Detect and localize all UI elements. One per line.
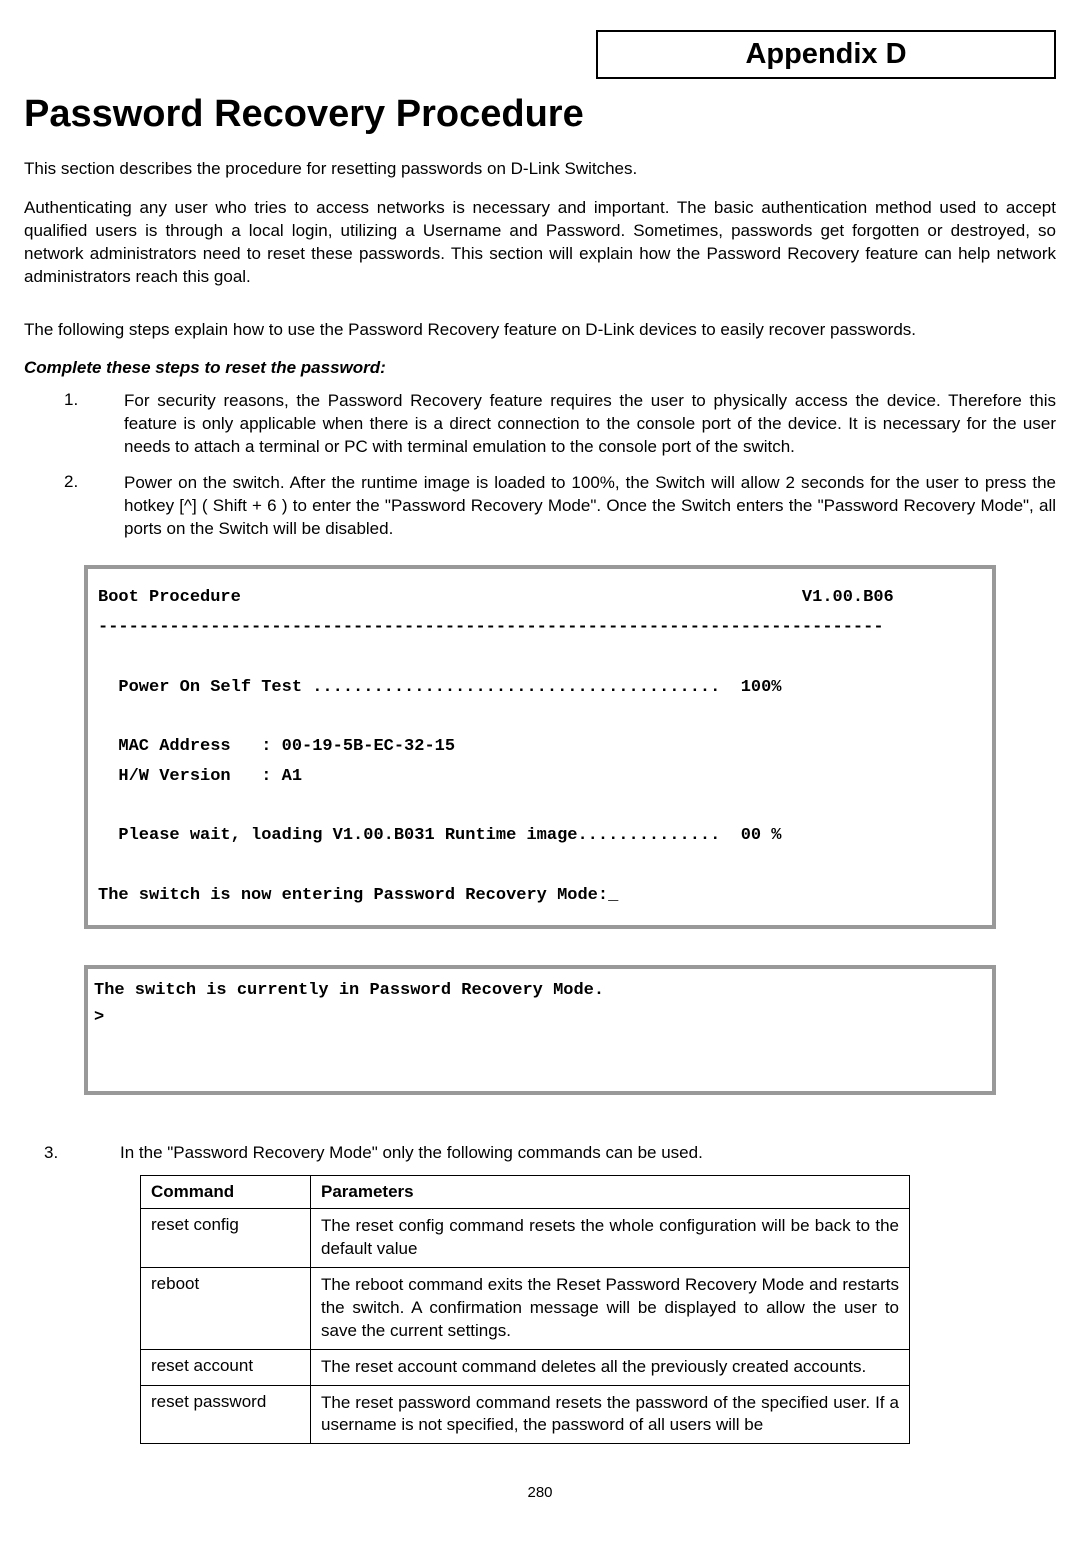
appendix-header-box: Appendix D [596, 30, 1056, 79]
step-3: 3. In the "Password Recovery Mode" only … [24, 1143, 1056, 1163]
table-header-command: Command [141, 1175, 311, 1208]
step-3-text: In the "Password Recovery Mode" only the… [64, 1143, 703, 1163]
command-cell: reset account [141, 1349, 311, 1385]
intro-paragraph-1: This section describes the procedure for… [24, 158, 1056, 181]
step-1: 1. For security reasons, the Password Re… [64, 390, 1056, 459]
terminal-output-recovery: The switch is currently in Password Reco… [84, 965, 996, 1095]
table-row: reset password The reset password comman… [141, 1385, 910, 1444]
parameters-cell: The reset password command resets the pa… [311, 1385, 910, 1444]
table-header-parameters: Parameters [311, 1175, 910, 1208]
parameters-cell: The reset account command deletes all th… [311, 1349, 910, 1385]
step-2-number: 2. [64, 472, 124, 541]
appendix-label: Appendix D [745, 38, 906, 70]
step-1-text: For security reasons, the Password Recov… [124, 390, 1056, 459]
step-2-text: Power on the switch. After the runtime i… [124, 472, 1056, 541]
parameters-cell: The reset config command resets the whol… [311, 1208, 910, 1267]
steps-list: 1. For security reasons, the Password Re… [64, 390, 1056, 542]
table-row: reboot The reboot command exits the Rese… [141, 1267, 910, 1349]
step-3-number: 3. [24, 1143, 64, 1163]
parameters-cell: The reboot command exits the Reset Passw… [311, 1267, 910, 1349]
intro-paragraph-3: The following steps explain how to use t… [24, 319, 1056, 342]
terminal-output-boot: Boot Procedure V1.00.B06 ---------------… [84, 565, 996, 928]
steps-label: Complete these steps to reset the passwo… [24, 358, 1056, 378]
step-2: 2. Power on the switch. After the runtim… [64, 472, 1056, 541]
step-1-number: 1. [64, 390, 124, 459]
commands-table: Command Parameters reset config The rese… [140, 1175, 910, 1445]
command-cell: reset password [141, 1385, 311, 1444]
page-title: Password Recovery Procedure [24, 93, 1056, 136]
table-row: reset account The reset account command … [141, 1349, 910, 1385]
intro-paragraph-2: Authenticating any user who tries to acc… [24, 197, 1056, 289]
command-cell: reset config [141, 1208, 311, 1267]
command-cell: reboot [141, 1267, 311, 1349]
page-number: 280 [24, 1484, 1056, 1501]
table-row: reset config The reset config command re… [141, 1208, 910, 1267]
table-header-row: Command Parameters [141, 1175, 910, 1208]
